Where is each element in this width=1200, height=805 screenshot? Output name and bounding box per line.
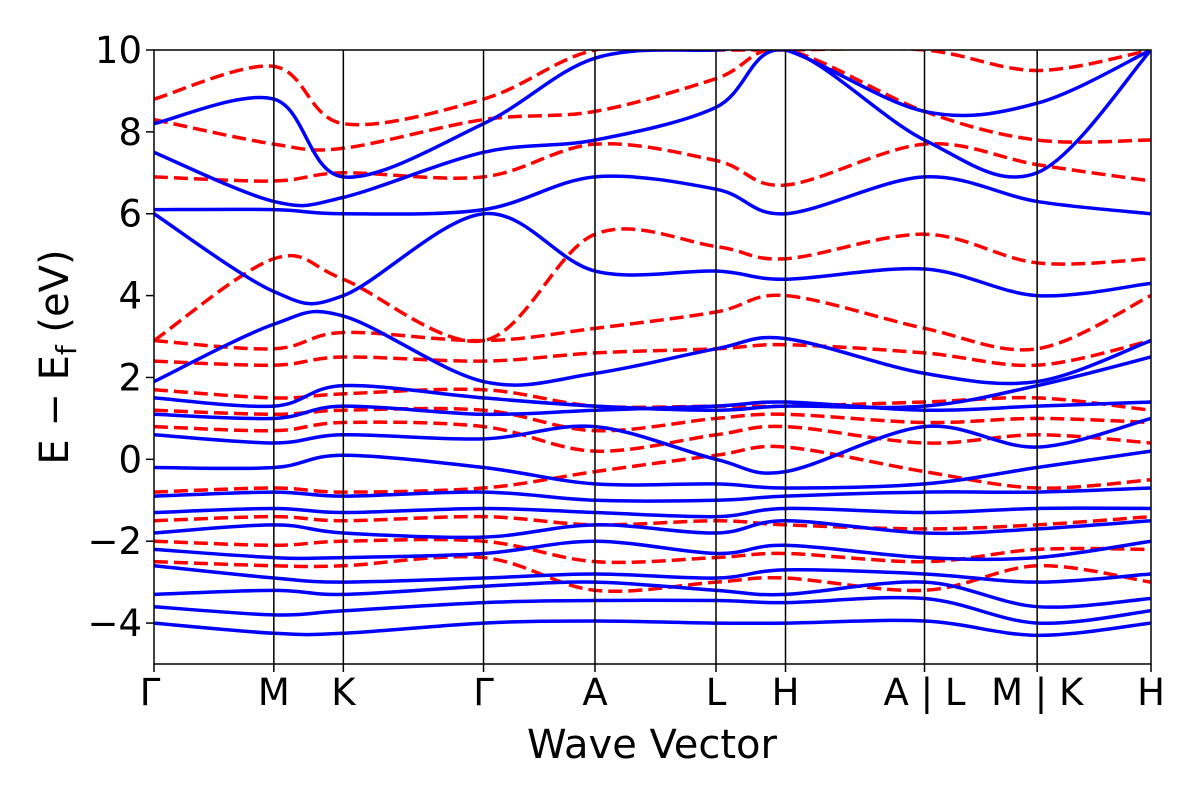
solid-band-line-13 xyxy=(154,211,1151,306)
x-axis-title: Wave Vector xyxy=(527,722,778,768)
solid-band-line-14 xyxy=(154,174,1151,216)
x-tick-label: M xyxy=(258,671,290,714)
x-tick-label: L xyxy=(706,671,727,714)
y-tick-label: 8 xyxy=(118,111,142,154)
solid-band-line-9 xyxy=(154,416,1151,475)
y-axis-title: E − Ef (eV) xyxy=(32,249,83,464)
y-tick-label: 0 xyxy=(118,438,142,481)
x-tick-label: M | K xyxy=(991,671,1085,714)
solid-band-line-11 xyxy=(154,355,1151,412)
y-tick-label: −2 xyxy=(87,520,142,563)
x-tick-label: H xyxy=(772,671,800,714)
bands-layer xyxy=(154,50,1151,638)
solid-band-line-12 xyxy=(154,309,1151,387)
dashed-band-line-2 xyxy=(154,514,1151,531)
plot-frame xyxy=(153,49,1152,665)
y-tick-label: 4 xyxy=(118,275,142,318)
solid-band-line-4 xyxy=(154,539,1151,562)
solid-band-line-5 xyxy=(154,518,1151,540)
solid-band-line-6 xyxy=(154,506,1151,519)
x-tick-label: Γ xyxy=(140,671,161,714)
y-axis-title-unit: (eV) xyxy=(32,249,78,345)
solid-band-line-15 xyxy=(154,50,1151,208)
y-tick-label: 6 xyxy=(118,193,142,236)
dashed-band-line-7 xyxy=(154,338,1151,368)
x-tick-label: H xyxy=(1137,671,1165,714)
x-tick-label: A xyxy=(582,671,607,714)
y-tick-label: 2 xyxy=(118,356,142,399)
x-tick-label: A | L xyxy=(884,671,966,714)
dashed-band-line-3 xyxy=(154,444,1151,494)
y-axis-title-subscript: f xyxy=(50,344,83,355)
dashed-band-line-5 xyxy=(154,406,1151,433)
dashed-band-line-12 xyxy=(154,50,1151,127)
solid-band-line-0 xyxy=(154,618,1151,638)
solid-band-line-1 xyxy=(154,595,1151,626)
dashed-band-line-10 xyxy=(154,141,1151,187)
dashed-band-line-0 xyxy=(154,554,1151,594)
x-tick-label: Γ xyxy=(473,671,494,714)
x-tick-label: K xyxy=(331,671,357,714)
high-symmetry-lines xyxy=(273,50,1038,664)
dashed-band-line-4 xyxy=(154,420,1151,453)
y-axis: −4 −2 0 2 4 6 8 10 xyxy=(87,29,154,645)
solid-band-line-2 xyxy=(154,580,1151,609)
dashed-band-line-8 xyxy=(154,293,1151,352)
solid-band-line-8 xyxy=(154,449,1151,490)
y-tick-label: 10 xyxy=(95,29,142,72)
y-tick-label: −4 xyxy=(87,602,142,645)
y-axis-title-main: E − E xyxy=(32,355,78,465)
solid-band-line-7 xyxy=(154,486,1151,503)
solid-band-line-3 xyxy=(154,564,1151,584)
dashed-band-line-9 xyxy=(154,227,1151,344)
dashed-band-line-1 xyxy=(154,537,1151,565)
solid-band-line-16 xyxy=(154,50,1151,179)
